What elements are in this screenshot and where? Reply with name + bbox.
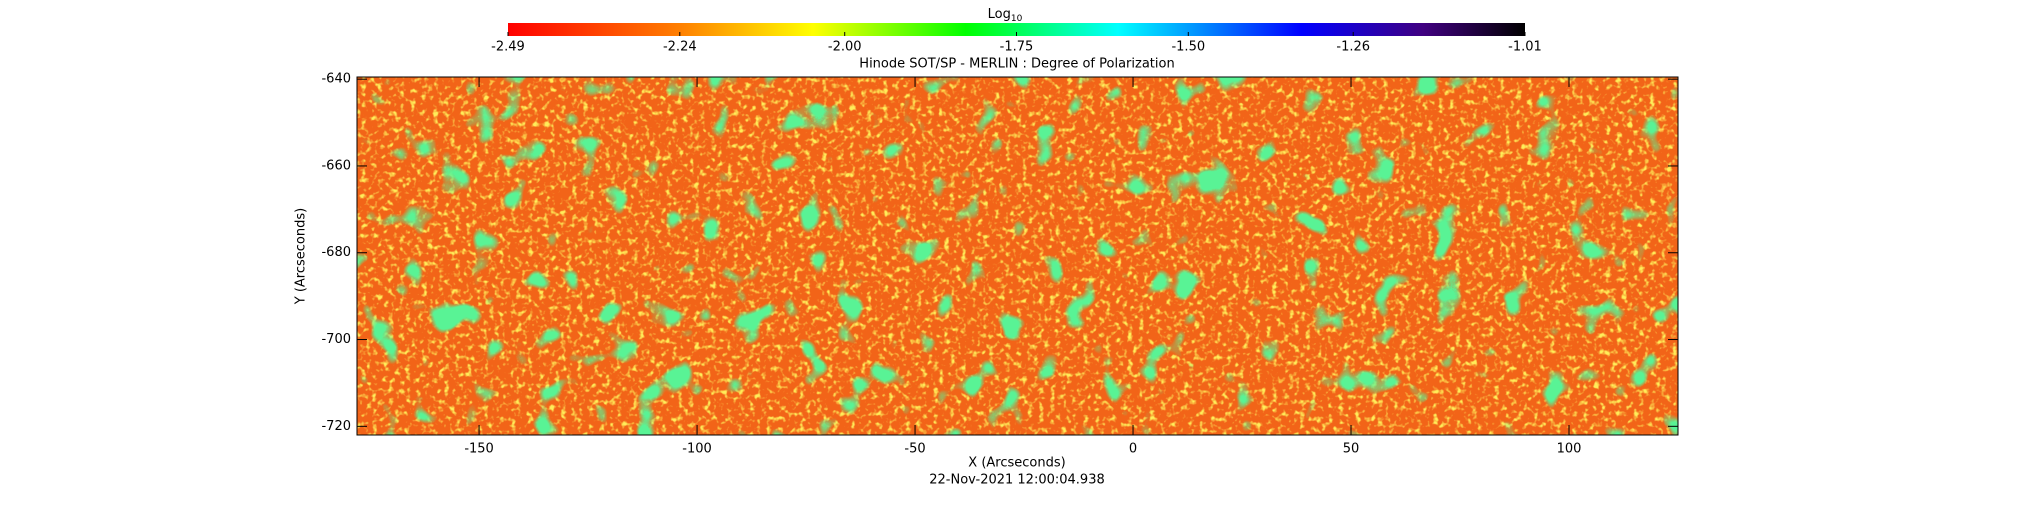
x-tick-label: -100 [682,442,712,457]
x-tick-label: 50 [1343,442,1360,457]
colorbar-tick-label: -2.49 [491,40,525,55]
x-tick-label: 0 [1129,442,1137,457]
x-tick-label: -50 [904,442,925,457]
chart-title: Hinode SOT/SP - MERLIN : Degree of Polar… [859,57,1174,72]
y-tick-label: -660 [321,158,351,173]
colorbar-tick-label: -2.00 [828,40,862,55]
x-tick-label: -150 [464,442,494,457]
x-tick-label: 100 [1557,442,1582,457]
timestamp: 22-Nov-2021 12:00:04.938 [929,473,1105,488]
colorbar-tick-label: -1.01 [1508,40,1542,55]
y-tick-label: -640 [321,72,351,87]
colorbar [508,23,1525,36]
y-tick-label: -680 [321,245,351,260]
colorbar-tick-label: -1.50 [1171,40,1205,55]
colorbar-tick-label: -2.24 [663,40,697,55]
colorbar-tick-label: -1.26 [1336,40,1370,55]
x-axis-label: X (Arcseconds) [968,456,1065,471]
y-tick-label: -700 [321,332,351,347]
plot-frame [356,76,1679,436]
heatmap-image [357,77,1678,435]
y-tick-label: -720 [321,419,351,434]
colorbar-label: Log10 [988,7,1023,24]
y-axis-label: Y (Arcseconds) [294,208,309,305]
colorbar-tick-label: -1.75 [1000,40,1034,55]
